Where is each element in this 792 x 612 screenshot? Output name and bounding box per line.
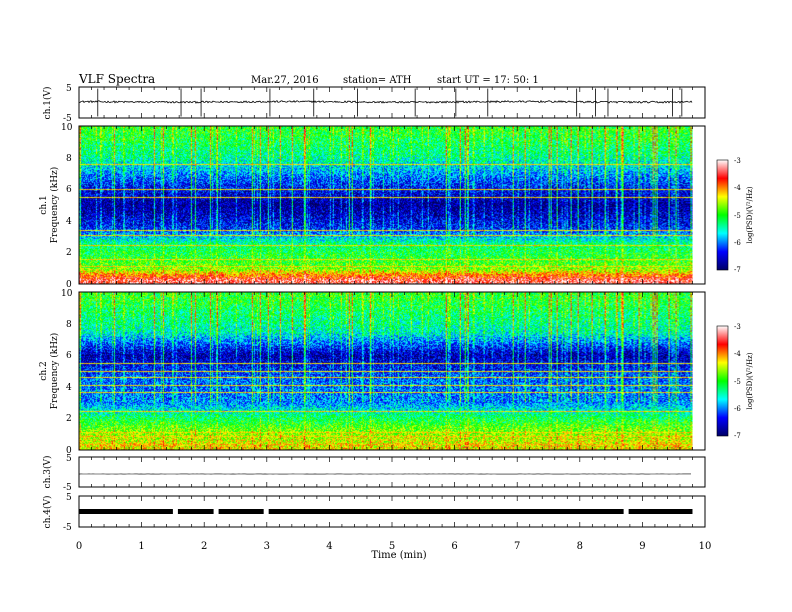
ch3-panel: 5 -5 ch.3(V) — [42, 454, 706, 493]
ch2-colorbar: -3 -4 -5 -6 -7 log(PSD)(V²/Hz) — [716, 323, 754, 440]
ch2-spectrogram-panel: 0 2 4 6 8 10 ch.2Frequency (kHz) -3 -4 -… — [39, 289, 754, 456]
ch2-ytick-6: 6 — [66, 351, 72, 361]
ch2-cb-tick-m6: -6 — [734, 405, 741, 413]
ch1-cb-tick-m5: -5 — [734, 212, 741, 220]
x-tick-label: 1 — [138, 541, 144, 552]
date-label: Mar.27, 2016 — [251, 75, 319, 86]
ch2-spectrogram-ylabel: ch.2Frequency (kHz) — [39, 333, 60, 410]
ch4-ylabel: ch.4(V) — [42, 496, 53, 529]
x-tick-label: 4 — [326, 541, 332, 552]
ch2-ytick-10: 10 — [61, 289, 73, 299]
ch1-cb-tick-m6: -6 — [734, 239, 741, 247]
ch2-ytick-4: 4 — [66, 383, 72, 393]
figure-title: VLF Spectra — [78, 72, 155, 86]
ch1-spectrogram-image — [79, 126, 693, 284]
ch1-ylabel: ch.1(V) — [42, 87, 53, 120]
ch2-ytick-2: 2 — [66, 414, 72, 424]
ch2-cb-tick-m3: -3 — [734, 323, 741, 331]
ch1-waveform-trace — [79, 99, 693, 104]
ch3-ytick-bottom: -5 — [63, 483, 72, 493]
x-tick-label: 5 — [389, 541, 395, 552]
ch4-ytick-top: 5 — [66, 493, 72, 503]
time-axis-label: Time (min) — [371, 550, 426, 561]
ch2-ytick-8: 8 — [66, 320, 72, 330]
ch2-colorbar-gradient — [716, 325, 729, 437]
ch1-colorbar-gradient — [716, 159, 729, 271]
station-label: station= ATH — [343, 75, 412, 86]
ch2-cb-label: log(PSD)(V²/Hz) — [746, 352, 754, 409]
x-tick-label: 6 — [451, 541, 457, 552]
ch1-ytick-8: 8 — [66, 154, 72, 164]
ch1-ytick-10: 10 — [61, 123, 73, 133]
x-tick-label: 10 — [699, 541, 712, 552]
ch4-waveform-segment — [628, 509, 693, 514]
ch2-cb-tick-m4: -4 — [734, 350, 741, 358]
ch4-ytick-bottom: -5 — [63, 523, 72, 533]
ch4-waveform-segment — [79, 509, 173, 514]
ch2-ytick-0: 0 — [66, 446, 72, 456]
x-tick-label: 0 — [76, 541, 82, 552]
ch1-cb-tick-m3: -3 — [734, 157, 741, 165]
ch3-ytick-top: 5 — [66, 454, 72, 464]
ch2-spectrogram-image — [79, 292, 693, 450]
ch1-cb-label: log(PSD)(V²/Hz) — [746, 186, 754, 243]
ch4-waveform-segment — [268, 509, 624, 514]
time-axis-tick-labels: 0 1 2 3 4 5 6 7 8 9 10 — [76, 541, 712, 552]
x-tick-label: 9 — [639, 541, 645, 552]
ch1-ytick-0: 0 — [66, 280, 72, 290]
ch1-ytick-6: 6 — [66, 185, 72, 195]
ch1-spectrogram-panel: 0 2 4 6 8 10 ch.1Frequency (kHz) -3 -4 -… — [39, 123, 754, 290]
ch4-panel: 5 -5 ch.4(V) — [42, 493, 706, 533]
ch1-cb-tick-m7: -7 — [734, 266, 741, 274]
ch2-cb-tick-m7: -7 — [734, 432, 741, 440]
x-tick-label: 8 — [577, 541, 583, 552]
ch4-waveform-segment — [177, 509, 214, 514]
x-tick-label: 7 — [514, 541, 520, 552]
ch1-spectrogram-ylabel: ch.1Frequency (kHz) — [39, 167, 60, 244]
ch1-ytick-top: 5 — [66, 84, 72, 94]
x-tick-label: 2 — [201, 541, 207, 552]
x-tick-label: 3 — [264, 541, 270, 552]
ch1-ytick-bottom: -5 — [63, 114, 72, 124]
ch1-panel: 5 -5 ch.1(V) — [42, 84, 706, 124]
ch1-cb-tick-m4: -4 — [734, 184, 741, 192]
ch1-ytick-4: 4 — [66, 217, 72, 227]
ch1-ytick-2: 2 — [66, 248, 72, 258]
ch2-cb-tick-m5: -5 — [734, 378, 741, 386]
start-time-label: start UT = 17: 50: 1 — [437, 75, 539, 86]
ch1-colorbar: -3 -4 -5 -6 -7 log(PSD)(V²/Hz) — [716, 157, 754, 274]
ch3-ylabel: ch.3(V) — [42, 456, 53, 489]
ch4-waveform-segment — [218, 509, 264, 514]
